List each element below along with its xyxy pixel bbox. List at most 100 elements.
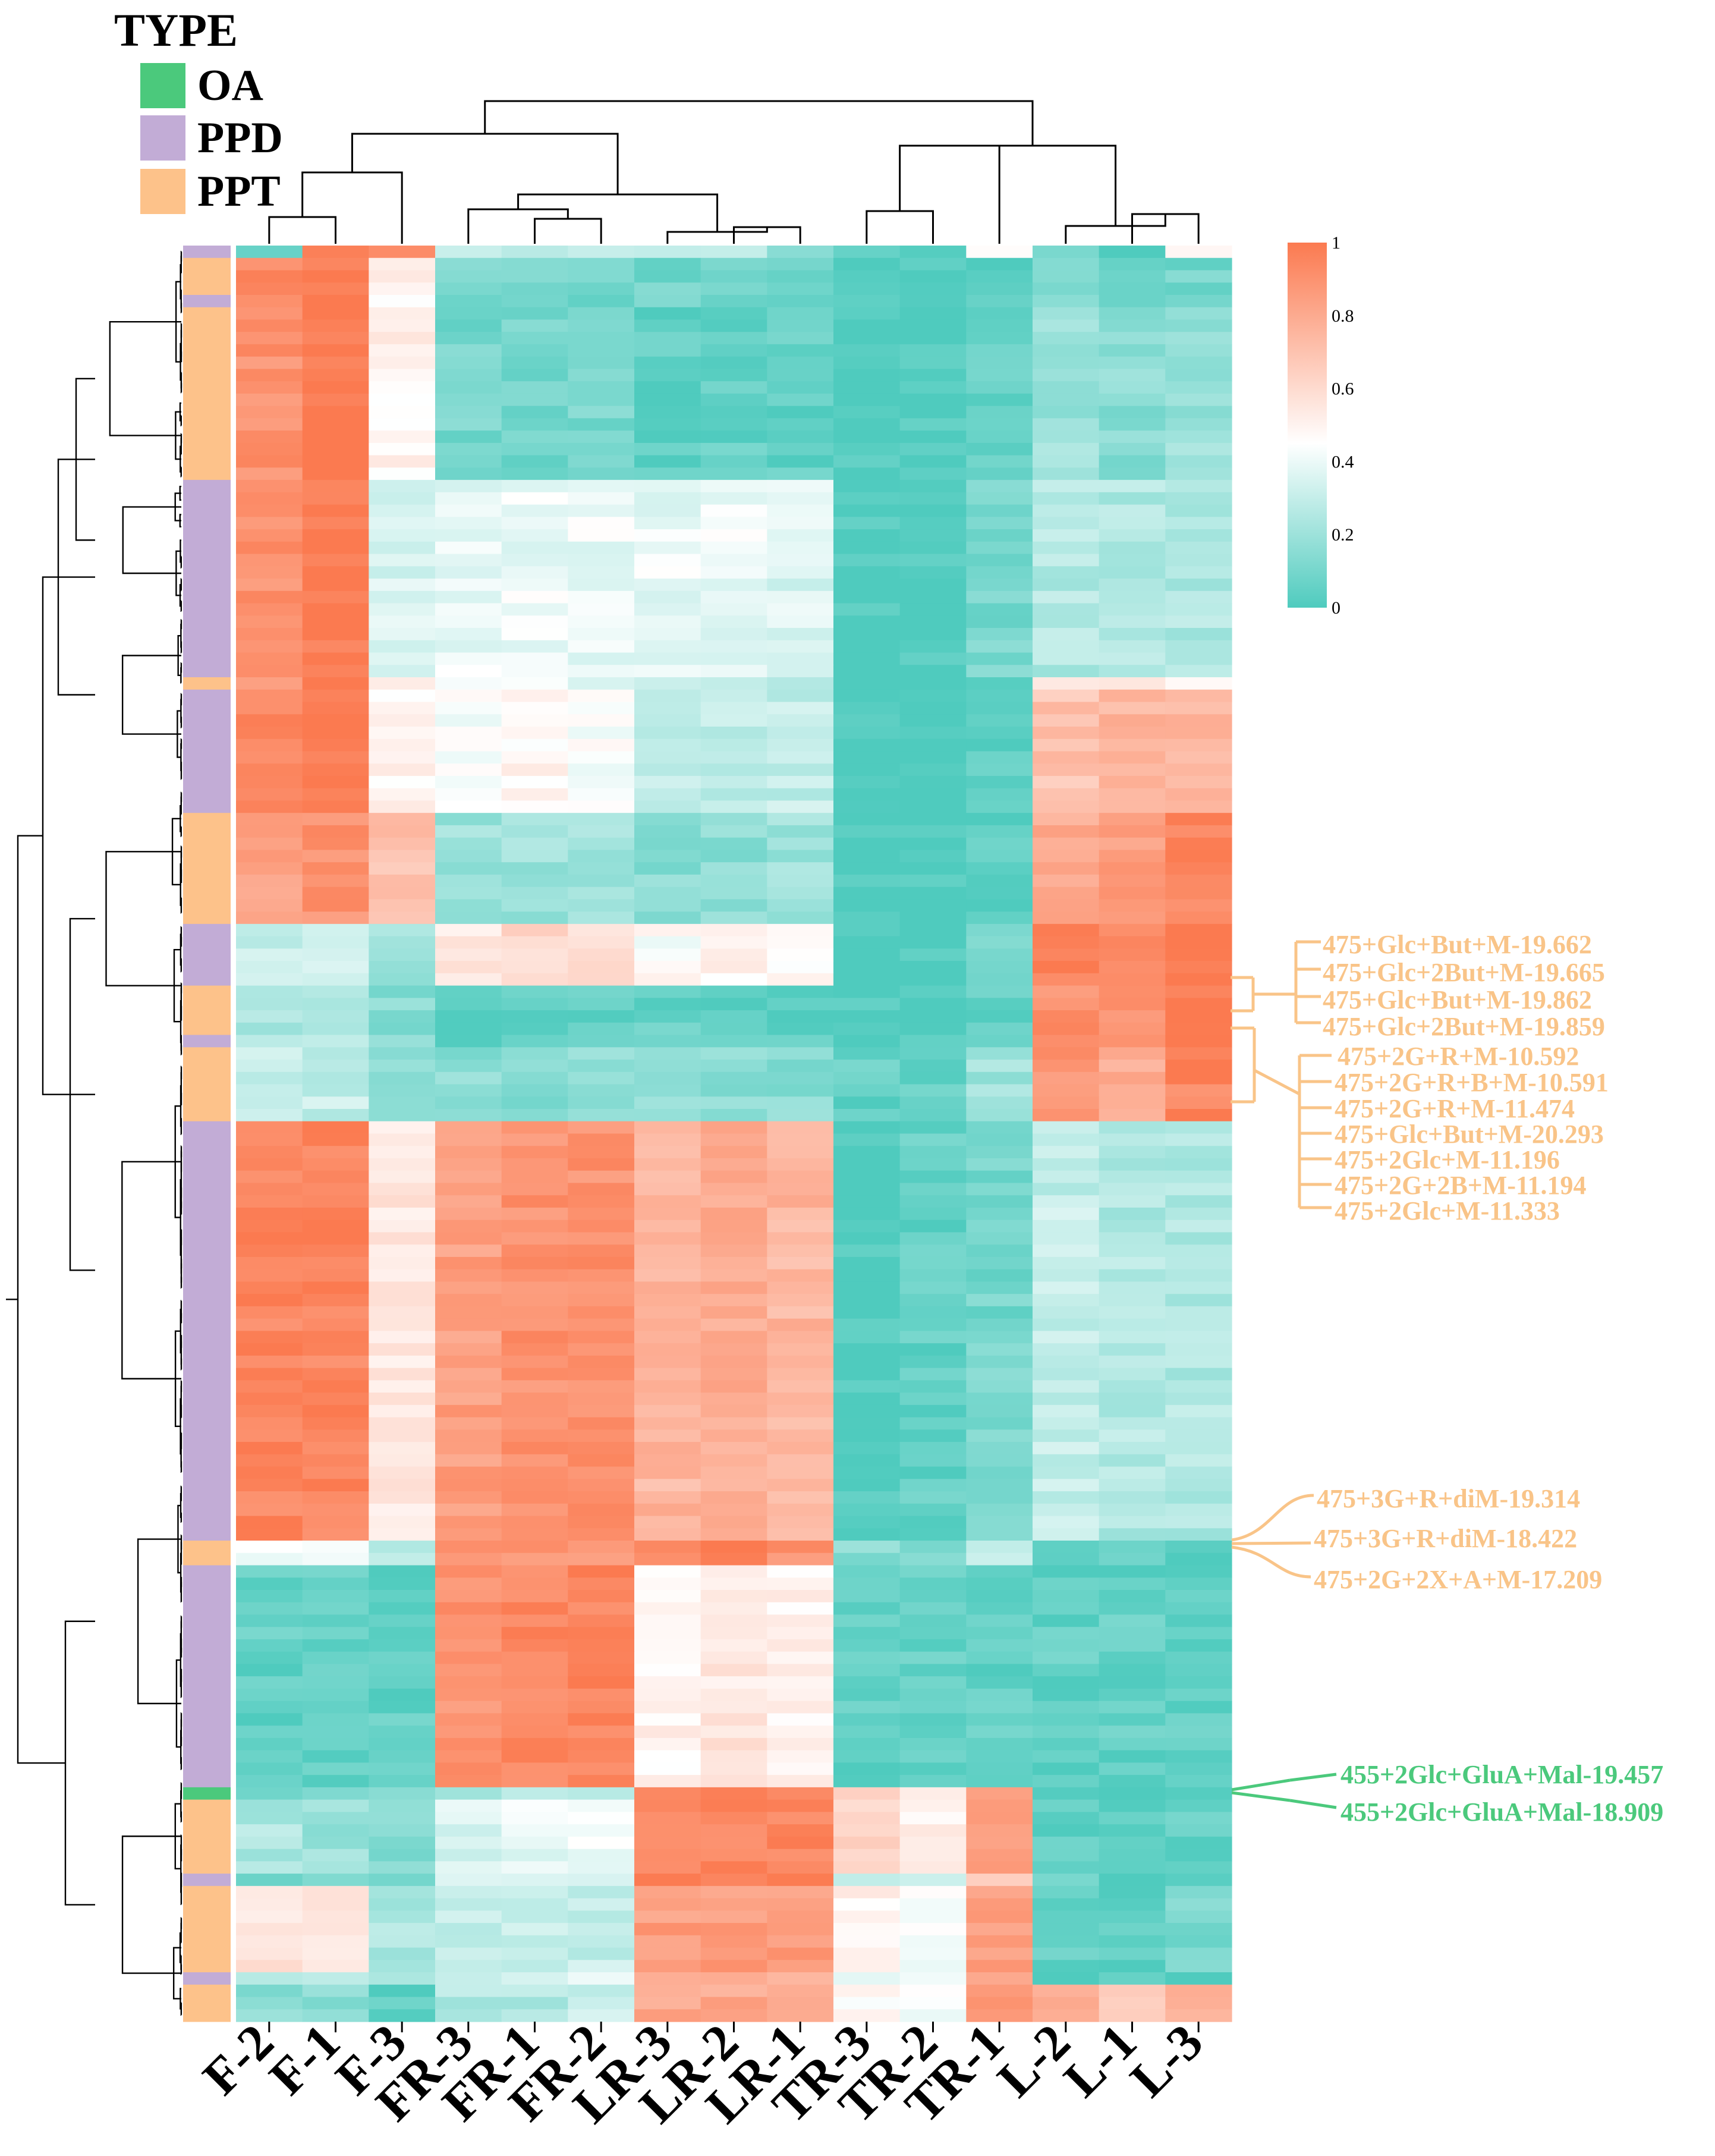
heatmap-cell: [236, 1972, 303, 1985]
heatmap-cell: [435, 430, 502, 443]
heatmap-cell: [900, 1035, 967, 1048]
heatmap-cell: [435, 714, 502, 727]
heatmap-cell: [303, 1713, 369, 1726]
heatmap-cell: [833, 1121, 900, 1134]
heatmap-cell: [1099, 566, 1166, 579]
heatmap-cell: [1033, 1824, 1099, 1837]
heatmap-cell: [767, 1060, 833, 1072]
heatmap-cell: [369, 640, 435, 653]
heatmap-cell: [1033, 1750, 1099, 1763]
heatmap-cell: [435, 763, 502, 776]
heatmap-cell: [236, 1627, 303, 1639]
heatmap-cell: [833, 1614, 900, 1627]
heatmap-cell: [502, 1923, 568, 1935]
heatmap-cell: [966, 1294, 1033, 1306]
heatmap-cell: [767, 566, 833, 579]
heatmap-cell: [435, 1343, 502, 1356]
heatmap-cell: [1033, 751, 1099, 763]
heatmap-cell: [369, 875, 435, 887]
heatmap-cell: [1165, 1368, 1232, 1381]
heatmap-cell: [634, 480, 701, 492]
heatmap-cell: [900, 282, 967, 295]
heatmap-cell: [966, 319, 1033, 332]
heatmap-cell: [767, 1787, 833, 1800]
heatmap-cell: [1099, 1393, 1166, 1405]
heatmap-cell: [767, 1244, 833, 1257]
heatmap-cell: [1165, 1910, 1232, 1923]
heatmap-cell: [236, 1257, 303, 1269]
heatmap-cell: [900, 850, 967, 862]
heatmap-cell: [900, 1972, 967, 1985]
heatmap-cell: [966, 1874, 1033, 1886]
dendrogram-link: [122, 1162, 181, 1379]
heatmap-cell: [502, 1997, 568, 2010]
heatmap-cell: [1165, 1886, 1232, 1899]
heatmap-cell: [502, 1368, 568, 1381]
heatmap-cell: [833, 1257, 900, 1269]
heatmap-cell: [634, 936, 701, 949]
heatmap-cell: [1099, 1923, 1166, 1935]
heatmap-cell: [369, 1467, 435, 1479]
heatmap-cell: [369, 1393, 435, 1405]
heatmap-cell: [833, 665, 900, 677]
heatmap-cell: [435, 1701, 502, 1714]
heatmap-cell: [303, 332, 369, 344]
heatmap-cell: [303, 677, 369, 690]
heatmap-cell: [1099, 1528, 1166, 1541]
heatmap-cell: [568, 1504, 634, 1516]
heatmap-cell: [303, 1085, 369, 1097]
heatmap-cell: [502, 899, 568, 912]
heatmap-cell: [1099, 1960, 1166, 1972]
heatmap-cell: [502, 1566, 568, 1578]
heatmap-cell: [502, 1800, 568, 1812]
heatmap-cell: [1033, 1281, 1099, 1294]
heatmap-cell: [1165, 1775, 1232, 1787]
heatmap-cell: [1033, 1183, 1099, 1195]
heatmap-cell: [435, 1109, 502, 1121]
heatmap-cell: [1099, 418, 1166, 430]
heatmap-cell: [236, 1060, 303, 1072]
heatmap-cell: [1165, 381, 1232, 394]
heatmap-cell: [1033, 357, 1099, 369]
heatmap-cell: [435, 924, 502, 936]
heatmap-cell: [1033, 1948, 1099, 1960]
heatmap-cell: [1033, 862, 1099, 875]
heatmap-cell: [1033, 1405, 1099, 1418]
heatmap-cell: [767, 1220, 833, 1233]
heatmap-cell: [1165, 702, 1232, 714]
heatmap-cell: [502, 394, 568, 406]
heatmap-cell: [236, 640, 303, 653]
heatmap-cell: [236, 1220, 303, 1233]
heatmap-cell: [303, 505, 369, 517]
heatmap-cell: [502, 875, 568, 887]
heatmap-cell: [900, 1244, 967, 1257]
heatmap-cell: [1165, 270, 1232, 282]
heatmap-cell: [1099, 1146, 1166, 1158]
heatmap-cell: [1165, 1060, 1232, 1072]
heatmap-cell: [502, 554, 568, 567]
heatmap-cell: [502, 924, 568, 936]
heatmap-cell: [236, 702, 303, 714]
heatmap-cell: [701, 295, 767, 307]
heatmap-cell: [833, 591, 900, 604]
heatmap-cell: [236, 973, 303, 986]
heatmap-cell: [634, 1837, 701, 1849]
heatmap-cell: [236, 529, 303, 542]
heatmap-cell: [502, 1232, 568, 1244]
heatmap-cell: [236, 1158, 303, 1171]
heatmap-cell: [966, 714, 1033, 727]
heatmap-cell: [966, 677, 1033, 690]
heatmap-cell: [701, 912, 767, 924]
heatmap-cell: [966, 344, 1033, 357]
heatmap-cell: [303, 788, 369, 801]
annotation-label: 475+2G+R+B+M-10.591: [1335, 1068, 1609, 1097]
heatmap-cell: [369, 899, 435, 912]
heatmap-cell: [1099, 1614, 1166, 1627]
heatmap-cell: [1099, 542, 1166, 554]
dendrogram-link: [43, 577, 95, 1095]
heatmap-cell: [701, 270, 767, 282]
heatmap-cell: [767, 800, 833, 813]
heatmap-cell: [369, 1171, 435, 1183]
heatmap-cell: [833, 739, 900, 752]
